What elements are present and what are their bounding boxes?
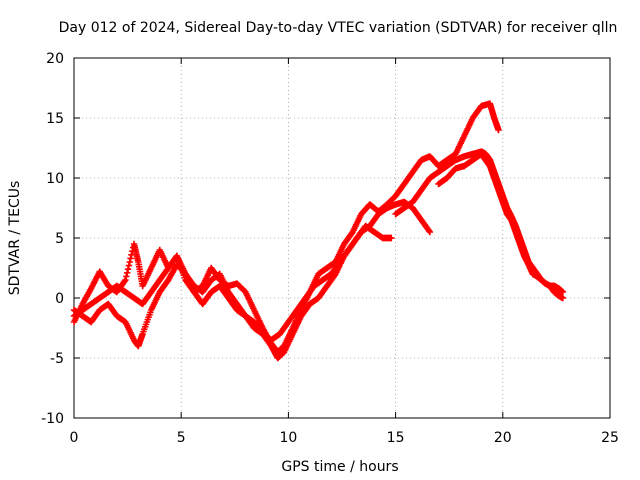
y-tick-label: 10 <box>46 171 64 187</box>
data-point <box>495 126 502 134</box>
x-tick-label: 25 <box>601 430 619 446</box>
data-point <box>126 258 133 266</box>
axis-ticks: 0 5 10 15 20 25 -10 -5 0 5 10 15 20 <box>41 51 619 446</box>
data-point <box>124 266 132 273</box>
data-point <box>425 227 433 234</box>
data-point <box>123 273 130 280</box>
data-series <box>392 148 567 296</box>
data-series <box>70 100 502 356</box>
data-series <box>435 150 567 302</box>
data-point <box>559 288 567 296</box>
x-tick-label: 15 <box>387 430 405 446</box>
data-point <box>125 262 133 269</box>
y-tick-label: 20 <box>46 51 64 67</box>
y-tick-label: 0 <box>55 291 64 307</box>
x-tick-label: 0 <box>70 430 79 446</box>
grid-lines <box>74 58 610 418</box>
x-tick-label: 5 <box>177 430 186 446</box>
data-point <box>122 276 129 284</box>
data-point <box>127 255 134 262</box>
chart-title: Day 012 of 2024, Sidereal Day-to-day VTE… <box>59 20 618 36</box>
y-tick-label: 15 <box>46 111 64 127</box>
x-axis-label: GPS time / hours <box>281 459 398 475</box>
data-point <box>559 294 567 302</box>
y-axis-label: SDTVAR / TECUs <box>7 181 23 296</box>
data-markers <box>70 100 567 362</box>
x-tick-label: 10 <box>279 430 297 446</box>
data-point <box>121 278 128 285</box>
y-tick-label: -5 <box>50 351 64 367</box>
y-tick-label: -10 <box>41 411 64 427</box>
data-point <box>426 228 434 236</box>
data-point <box>388 234 395 242</box>
y-tick-label: 5 <box>55 231 64 247</box>
data-series <box>70 222 395 344</box>
x-tick-label: 20 <box>494 430 512 446</box>
data-point <box>123 269 131 276</box>
